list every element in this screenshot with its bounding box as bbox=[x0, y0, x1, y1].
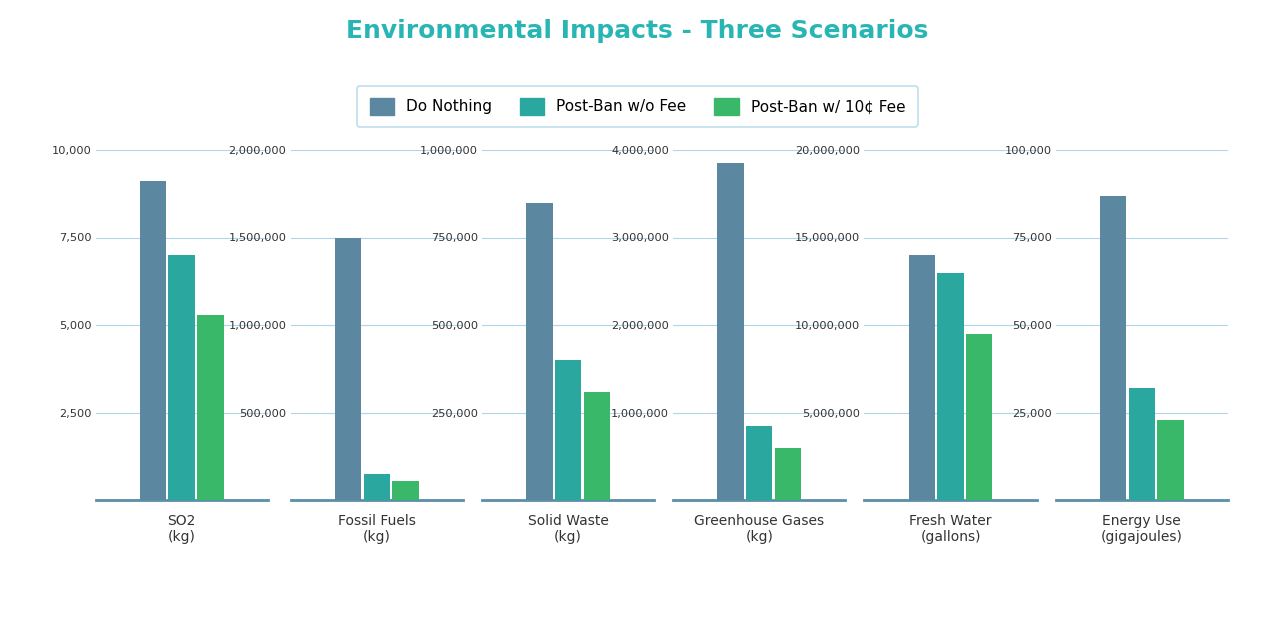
X-axis label: Energy Use
(gigajoules): Energy Use (gigajoules) bbox=[1100, 514, 1183, 544]
X-axis label: Solid Waste
(kg): Solid Waste (kg) bbox=[528, 514, 608, 544]
X-axis label: Fresh Water
(gallons): Fresh Water (gallons) bbox=[909, 514, 992, 544]
Bar bbox=[335, 238, 361, 500]
Bar bbox=[363, 474, 390, 500]
Bar bbox=[198, 314, 223, 500]
Bar bbox=[140, 181, 166, 500]
Bar bbox=[1158, 419, 1183, 500]
Bar bbox=[168, 255, 195, 500]
Bar bbox=[746, 426, 773, 500]
Bar bbox=[909, 255, 935, 500]
Bar bbox=[393, 481, 418, 500]
Bar bbox=[718, 163, 743, 500]
Bar bbox=[555, 360, 581, 500]
X-axis label: Fossil Fuels
(kg): Fossil Fuels (kg) bbox=[338, 514, 416, 544]
Bar bbox=[527, 202, 552, 500]
X-axis label: SO2
(kg): SO2 (kg) bbox=[167, 514, 196, 544]
Bar bbox=[584, 391, 609, 500]
Bar bbox=[937, 272, 964, 500]
Bar bbox=[775, 448, 801, 500]
Bar bbox=[966, 334, 992, 500]
Legend: Do Nothing, Post-Ban w/o Fee, Post-Ban w/ 10¢ Fee: Do Nothing, Post-Ban w/o Fee, Post-Ban w… bbox=[357, 86, 918, 127]
Bar bbox=[1128, 388, 1155, 500]
X-axis label: Greenhouse Gases
(kg): Greenhouse Gases (kg) bbox=[694, 514, 825, 544]
Text: Environmental Impacts - Three Scenarios: Environmental Impacts - Three Scenarios bbox=[347, 19, 928, 42]
Bar bbox=[1100, 196, 1126, 500]
